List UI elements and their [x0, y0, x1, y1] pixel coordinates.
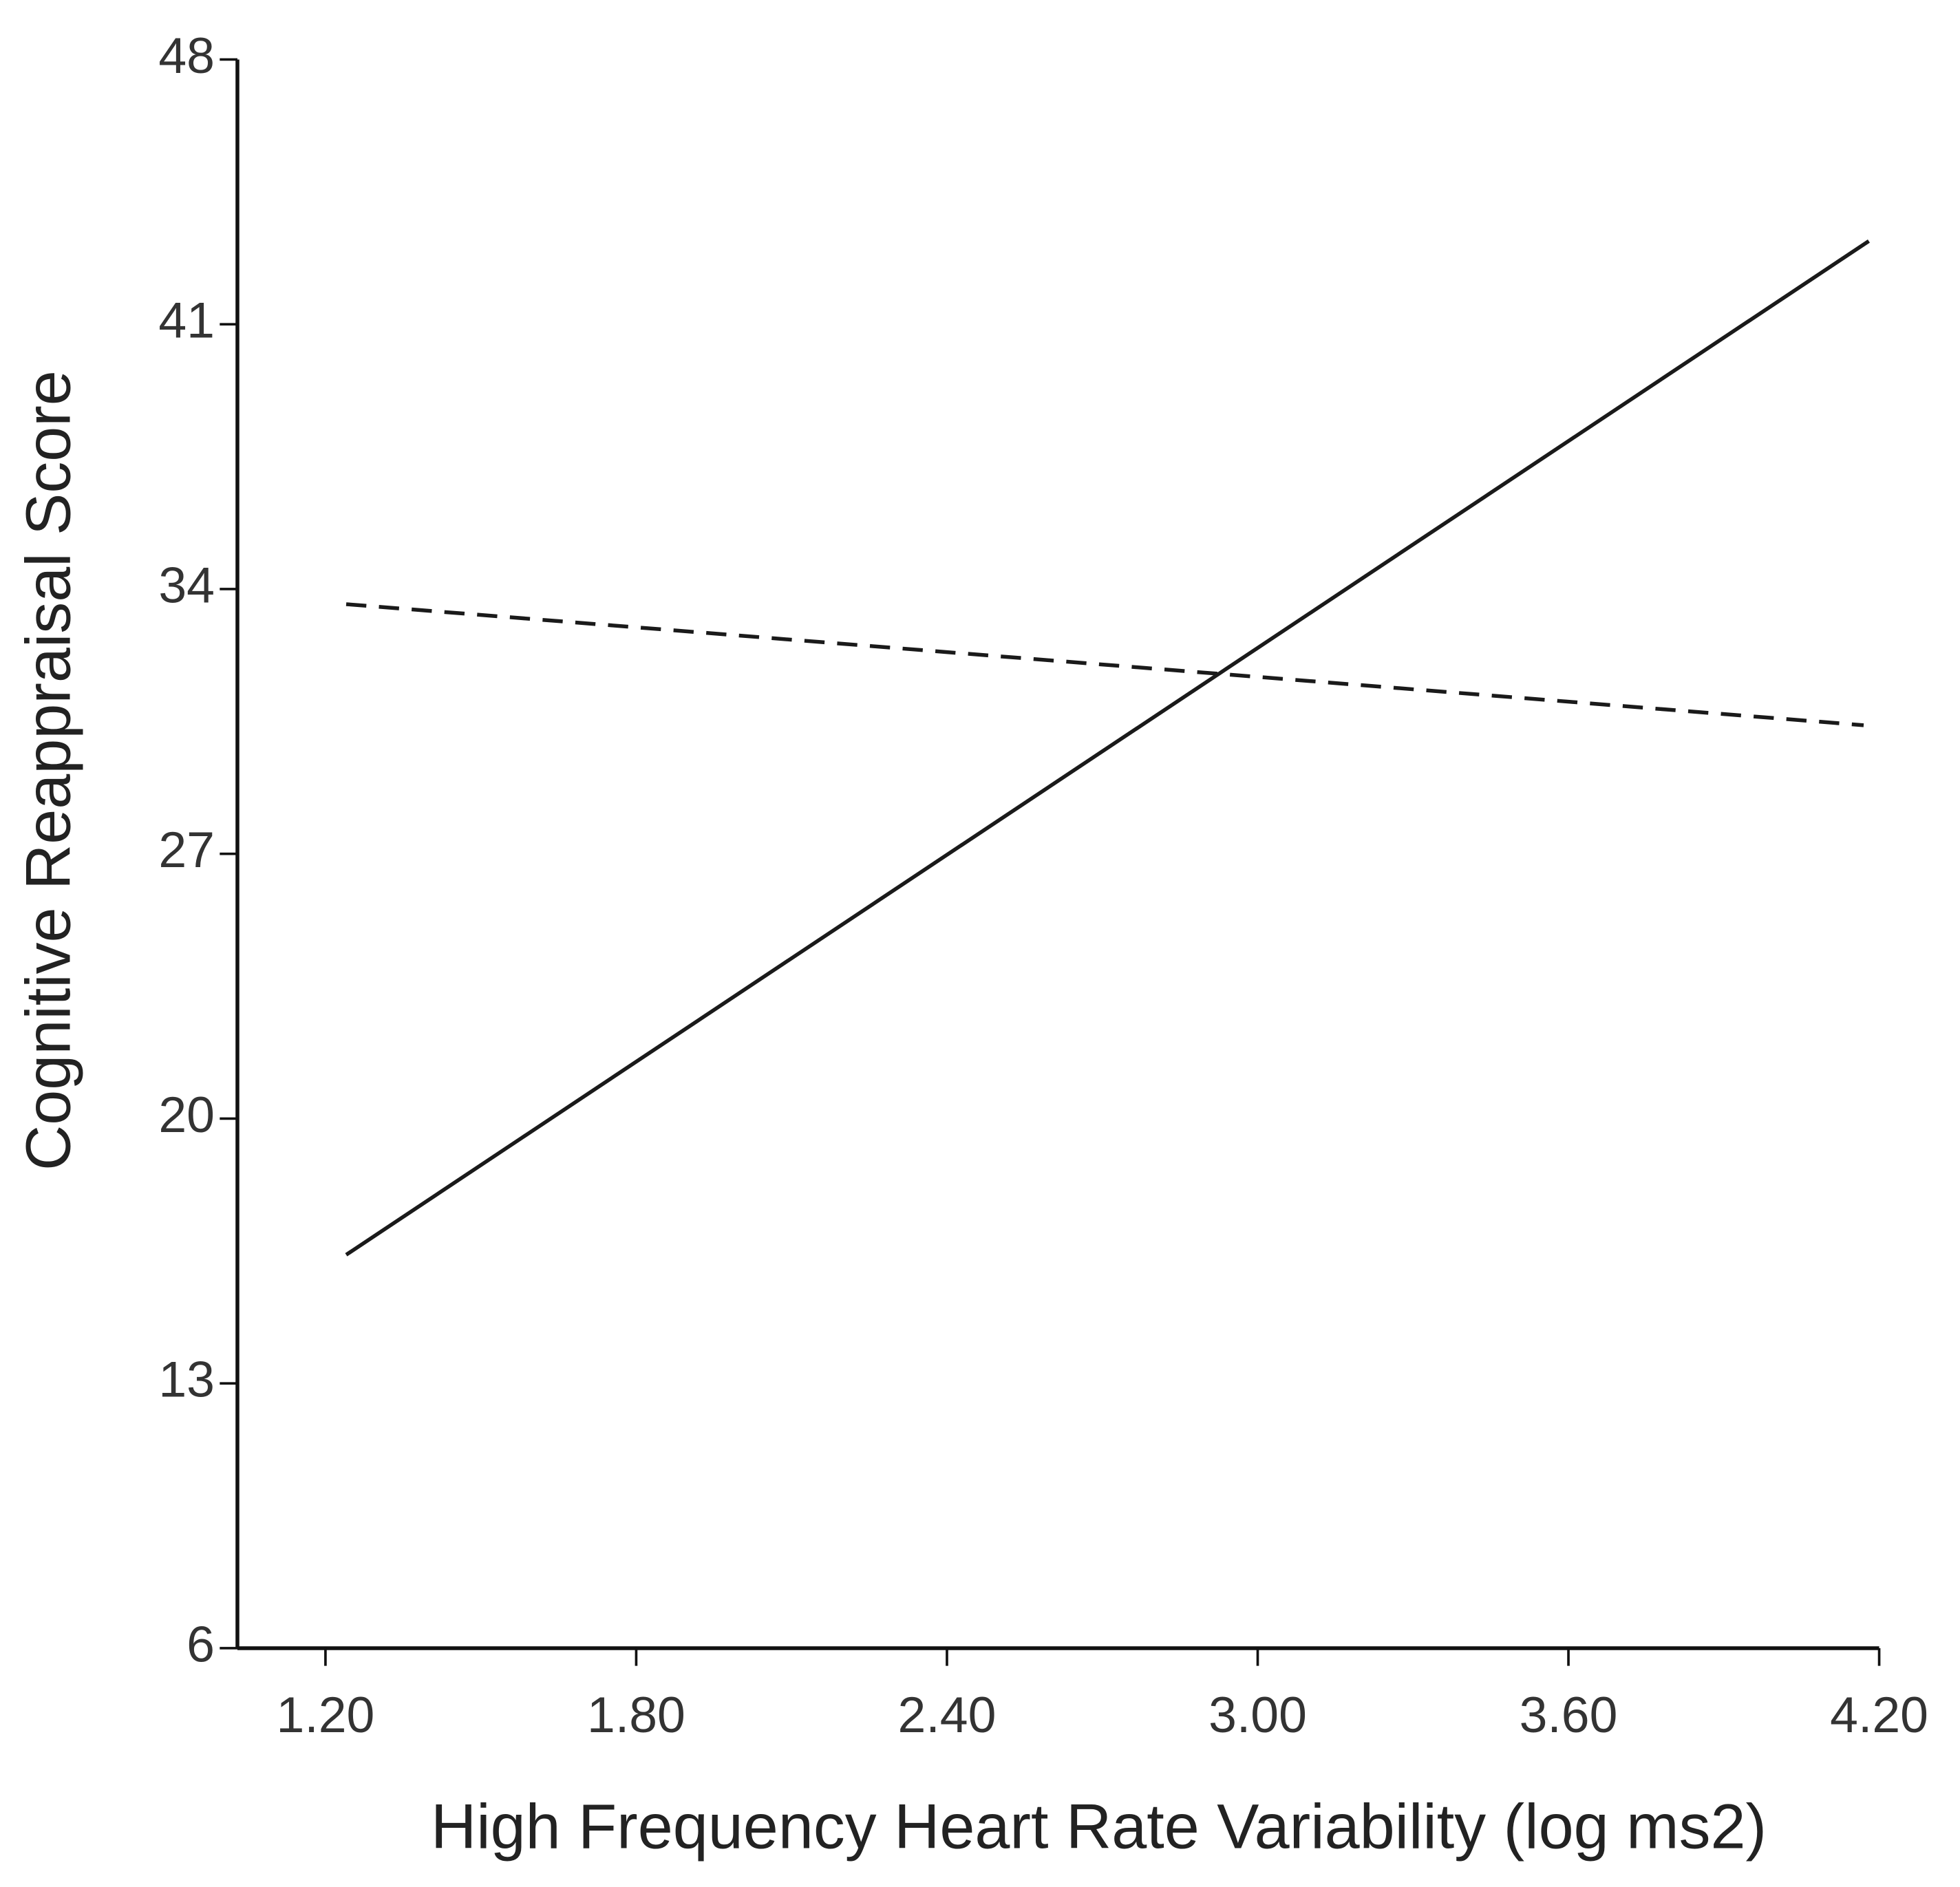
y-tick-label: 41	[158, 292, 215, 349]
x-tick-label: 4.20	[1830, 1687, 1928, 1743]
y-tick-label: 6	[187, 1616, 215, 1672]
y-tick-label: 48	[158, 28, 215, 84]
x-axis-title: High Frequency Heart Rate Variability (l…	[431, 1791, 1767, 1862]
y-tick-label: 27	[158, 822, 215, 878]
x-tick-label: 1.80	[587, 1687, 685, 1743]
x-tick-label: 3.00	[1208, 1687, 1307, 1743]
y-tick-label: 20	[158, 1087, 215, 1143]
y-axis-title: Cognitive Reappraisal Score	[13, 370, 83, 1171]
x-tick-label: 2.40	[898, 1687, 997, 1743]
y-tick-label: 34	[158, 557, 215, 613]
series-line	[345, 602, 1864, 727]
x-tick-label: 3.60	[1520, 1687, 1618, 1743]
y-tick-label: 13	[158, 1352, 215, 1408]
series-line	[345, 239, 1871, 1257]
x-tick-label: 1.20	[277, 1687, 375, 1743]
